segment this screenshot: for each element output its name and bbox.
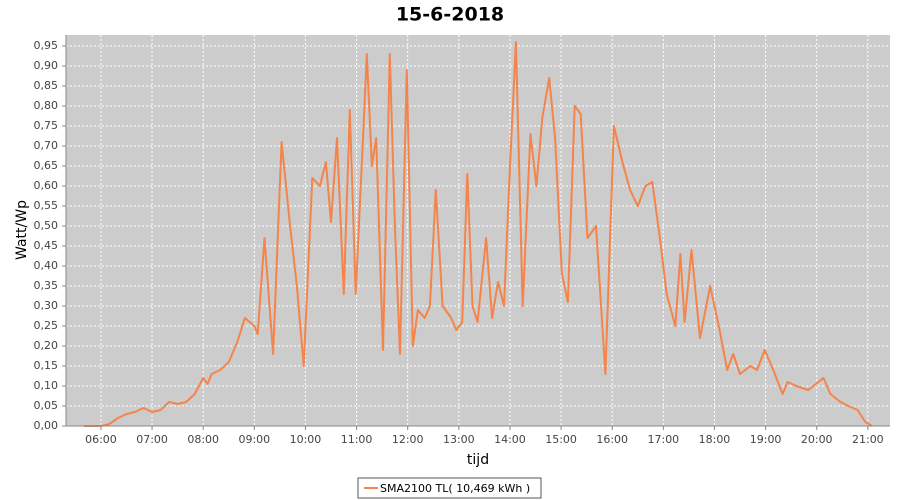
y-tick-label: 0,65 [34,159,59,172]
y-tick-label: 0,05 [34,399,59,412]
y-tick-label: 0,40 [34,259,59,272]
y-tick-label: 0,60 [34,179,59,192]
y-tick-label: 0,15 [34,359,59,372]
x-tick-label: 14:00 [494,433,526,446]
chart-title: 15-6-2018 [396,4,504,26]
y-tick-label: 0,10 [34,379,59,392]
plot-area [66,35,890,426]
y-tick-label: 0,80 [34,99,59,112]
x-tick-label: 06:00 [85,433,117,446]
x-tick-label: 10:00 [290,433,322,446]
x-tick-label: 12:00 [392,433,424,446]
y-tick-label: 0,45 [34,239,59,252]
y-tick-label: 0,50 [34,219,59,232]
y-tick-label: 0,90 [34,59,59,72]
x-tick-label: 18:00 [699,433,731,446]
y-tick-label: 0,70 [34,139,59,152]
y-axis-label: Watt/Wp [14,200,30,260]
y-tick-label: 0,25 [34,319,59,332]
y-tick-label: 0,85 [34,79,59,92]
y-tick-label: 0,00 [34,419,59,432]
x-tick-label: 17:00 [647,433,679,446]
y-tick-label: 0,55 [34,199,59,212]
x-tick-label: 13:00 [443,433,475,446]
x-tick-label: 09:00 [238,433,270,446]
y-tick-label: 0,95 [34,39,59,52]
y-tick-label: 0,75 [34,119,59,132]
x-tick-label: 08:00 [187,433,219,446]
x-tick-label: 15:00 [545,433,577,446]
legend-box [357,477,542,499]
y-tick-label: 0,20 [34,339,59,352]
y-tick-label: 0,35 [34,279,59,292]
x-tick-label: 16:00 [596,433,628,446]
series-line [83,41,873,427]
x-tick-label: 20:00 [801,433,833,446]
y-tick-label: 0,30 [34,299,59,312]
legend-label: SMA2100 TL( 10,469 kWh ) [380,482,530,495]
x-axis-label: tijd [467,452,489,468]
x-tick-label: 11:00 [341,433,373,446]
x-tick-label: 19:00 [750,433,782,446]
x-tick-label: 07:00 [136,433,168,446]
x-tick-label: 21:00 [852,433,884,446]
